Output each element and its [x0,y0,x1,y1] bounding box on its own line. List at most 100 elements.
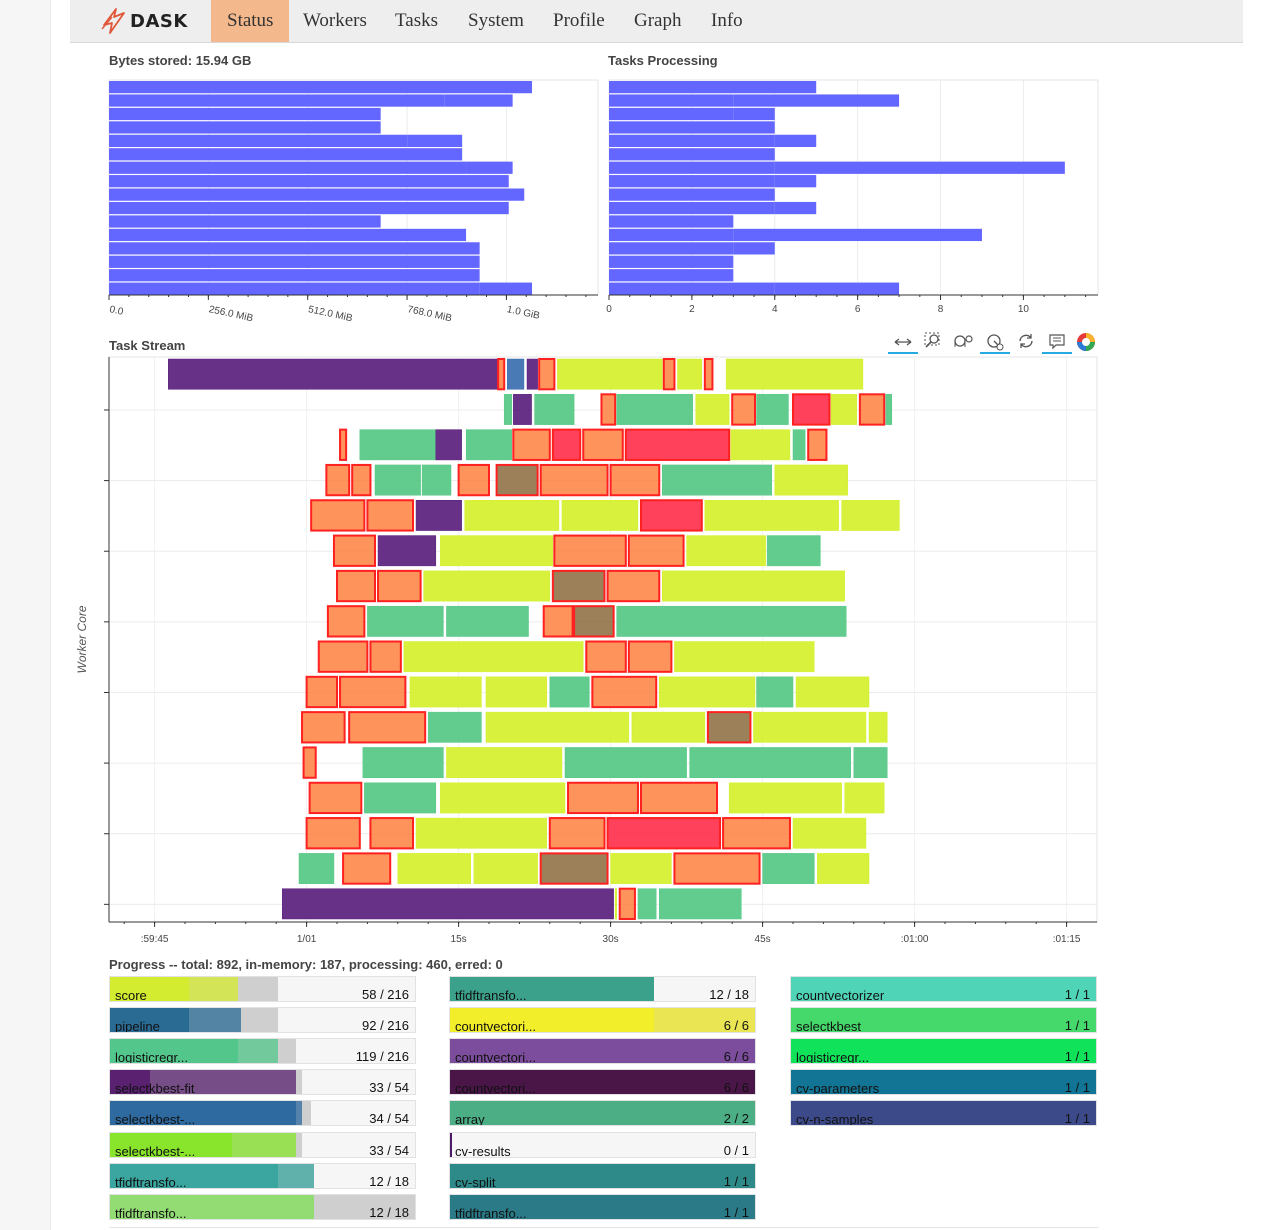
progress-bar[interactable]: pipeline 92 / 216 [109,1007,416,1034]
progress-task-name: pipeline [115,1019,160,1034]
task-rect [403,641,584,673]
bytes-stored-chart[interactable]: 0.0 256.0 MiB 512.0 MiB 768.0 MiB 1.0 GiB [100,68,605,330]
progress-bar[interactable]: logisticregr... 119 / 216 [109,1038,416,1065]
progress-task-name: selectkbest-fit [115,1081,195,1096]
left-gutter [0,0,51,1230]
tab-tasks[interactable]: Tasks [395,10,439,31]
progress-bar[interactable]: countvectorizer 1 / 1 [790,976,1097,1002]
task-rect [817,853,870,884]
progress-bar[interactable]: countvectori... 6 / 6 [449,1007,756,1034]
task-rect [585,640,627,673]
task-rect [282,888,614,920]
progress-bar[interactable]: logisticregr... 1 / 1 [790,1038,1097,1065]
progress-bar[interactable]: score 58 / 216 [109,976,416,1002]
tab-system[interactable]: System [468,10,524,31]
tab-status[interactable]: Status [211,0,290,42]
task-rect [756,394,789,425]
task-rect [446,747,563,778]
progress-bar[interactable]: array 2 / 2 [449,1100,756,1127]
progress-task-name: selectkbest-... [115,1112,196,1127]
progress-area: score 58 / 216 pipeline 92 / 216 logisticreg… [109,975,1099,1228]
bar [609,255,734,268]
progress-bar[interactable]: tfidftransfo... 12 / 18 [449,976,756,1002]
task-rect [640,499,703,532]
progress-bar[interactable]: selectkbest-... 34 / 54 [109,1100,416,1127]
bar [609,269,734,282]
progress-bar[interactable]: tfidftransfo... 1 / 1 [449,1193,756,1220]
tab-workers[interactable]: Workers [303,10,367,31]
hover-tool[interactable] [1042,330,1072,354]
progress-memory-fill [110,1039,239,1064]
bar [609,242,734,255]
task-rect [485,711,630,743]
wheel-zoom-tool[interactable] [950,330,978,354]
task-rect [792,429,806,461]
progress-count: 6 / 6 [723,1049,749,1065]
task-stream-chart[interactable]: Worker Core:59:45 1/01 15s 30s 45s:01:00:01:… [70,350,1110,950]
bar [774,175,817,188]
tab-profile[interactable]: Profile [553,10,605,31]
task-rect [464,500,560,531]
task-rect [557,358,663,390]
x-tick-label: 256.0 MiB [208,304,255,324]
progress-bar[interactable]: selectkbest-... 33 / 54 [109,1131,416,1158]
zoom-in-tool[interactable] [980,330,1010,354]
x-tick-label: 15s [451,934,467,945]
task-rect [446,605,529,637]
bar [609,228,734,242]
task-rect [326,605,366,638]
task-rect [301,711,346,744]
x-tick-label: :01:00 [901,934,929,945]
zoom-in-icon [980,334,1010,354]
progress-bar[interactable]: cv-parameters 1 / 1 [790,1069,1097,1096]
task-rect [497,358,506,391]
bar [109,282,480,295]
task-rect [415,817,548,849]
progress-bar[interactable]: tfidftransfo... 12 / 18 [109,1162,416,1189]
tab-graph[interactable]: Graph [634,10,682,31]
bar [109,269,480,282]
progress-bar[interactable]: selectkbest 1 / 1 [790,1007,1097,1034]
tab-info[interactable]: Info [711,10,743,31]
progress-bar[interactable]: countvectori... 6 / 6 [449,1069,756,1096]
reset-tool[interactable] [1012,330,1040,354]
progress-bar[interactable]: selectkbest-fit 33 / 54 [109,1069,416,1096]
task-rect [465,429,513,461]
progress-task-name: tfidftransfo... [455,988,527,1002]
progress-count: 33 / 54 [369,1080,409,1096]
bar [609,188,775,201]
task-rect [561,500,639,531]
bar [609,215,734,228]
progress-bar[interactable]: cv-split 1 / 1 [449,1162,756,1189]
progress-bar[interactable]: cv-results 0 / 1 [449,1131,756,1158]
progress-bar[interactable]: countvectori... 6 / 6 [449,1038,756,1065]
bokeh-logo-icon [1077,333,1095,351]
task-rect [339,428,348,461]
task-rect [658,676,756,708]
task-rect [686,535,766,567]
tasks-processing-chart[interactable]: 0 2 4 6 8 10 [600,68,1104,330]
progress-count: 1 / 1 [723,1173,749,1189]
progress-memory-fill [110,1008,190,1033]
progress-start-marker [450,1132,452,1157]
task-rect [325,463,351,497]
task-rect [658,888,742,920]
progress-bar[interactable]: tfidftransfo... 12 / 18 [109,1193,416,1220]
progress-count: 119 / 216 [355,1049,409,1065]
progress-done-fill [110,1194,315,1219]
dask-logo[interactable]: DASK [100,5,188,37]
task-rect [308,781,363,815]
task-rect [377,569,422,603]
task-rect [631,711,706,743]
task-rect [526,358,538,390]
task-rect [830,394,858,425]
pan-tool[interactable] [888,330,918,354]
bar [109,107,381,121]
task-rect [640,781,718,815]
bokeh-logo[interactable] [1074,330,1098,354]
x-tick-label: 1/01 [297,934,317,945]
task-rect [567,781,639,815]
bar [609,161,775,174]
progress-bar[interactable]: cv-n-samples 1 / 1 [790,1100,1097,1127]
box-zoom-tool[interactable] [920,330,948,354]
